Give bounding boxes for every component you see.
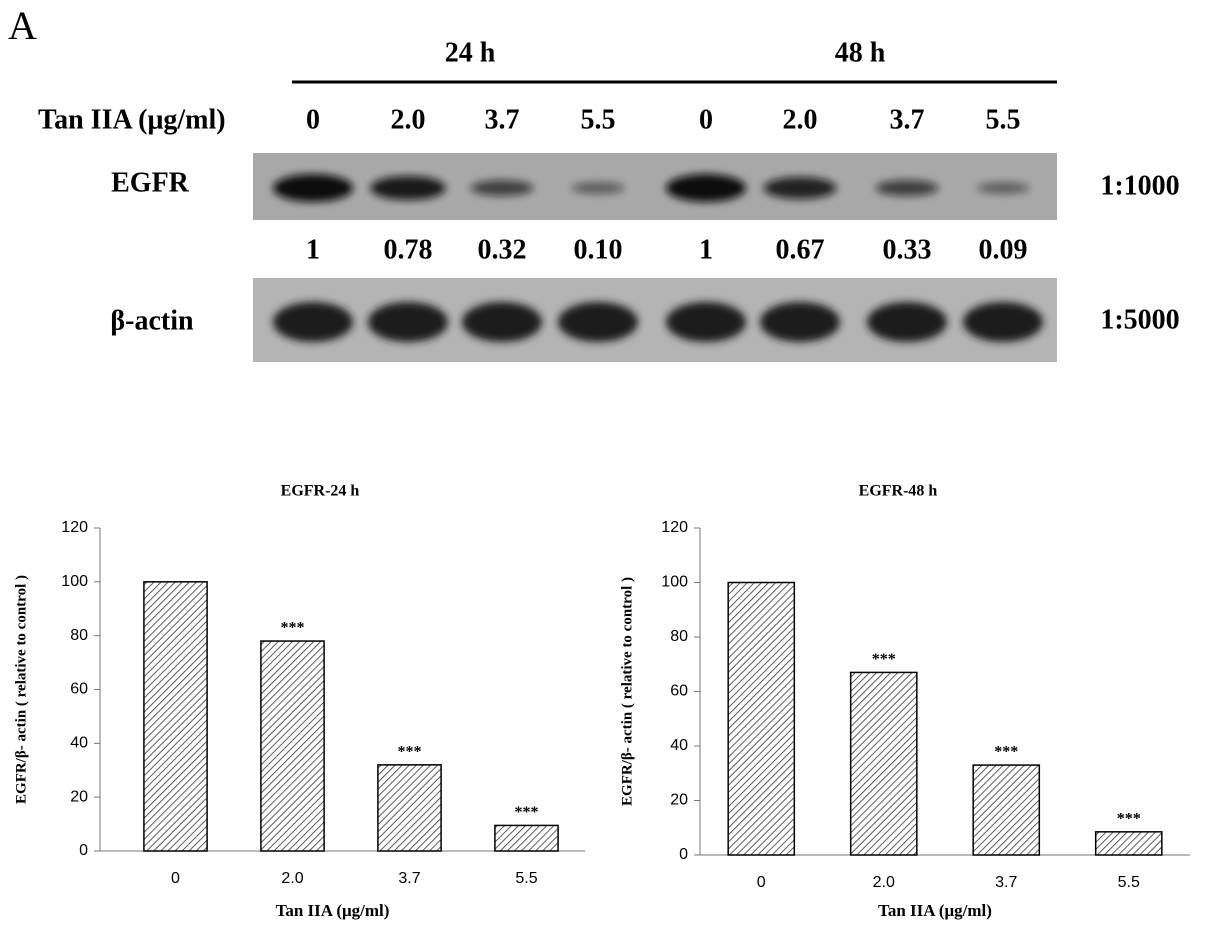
y-tick-label: 80 — [70, 627, 88, 644]
bar — [727, 581, 796, 856]
y-tick-label: 60 — [70, 681, 88, 698]
dose-label: 5.5 — [581, 104, 616, 135]
y-tick-label: 100 — [61, 573, 88, 590]
band — [963, 302, 1043, 342]
band — [666, 302, 746, 342]
quant-label: 0.78 — [384, 234, 433, 265]
y-tick-label: 80 — [670, 628, 688, 645]
band — [470, 180, 534, 196]
significance: *** — [994, 744, 1018, 761]
band-label: β-actin — [110, 305, 194, 336]
significance: *** — [281, 620, 305, 637]
y-tick-label: 0 — [79, 842, 88, 859]
y-tick-label: 100 — [661, 574, 688, 591]
band — [763, 176, 837, 200]
significance: *** — [872, 651, 896, 668]
y-tick-label: 40 — [70, 735, 88, 752]
band — [571, 182, 625, 194]
x-tick-label: 5.5 — [1118, 874, 1140, 891]
chart-title: EGFR-24 h — [281, 483, 360, 500]
bar — [143, 581, 208, 852]
panel-label: A — [8, 3, 37, 48]
band — [273, 302, 353, 342]
band — [462, 302, 542, 342]
chart-title: EGFR-48 h — [859, 483, 938, 500]
band — [370, 175, 446, 201]
y-tick-label: 60 — [670, 683, 688, 700]
y-tick-label: 20 — [670, 792, 688, 809]
band — [368, 302, 448, 342]
x-tick-label: 2.0 — [281, 870, 303, 887]
bar — [1094, 831, 1163, 856]
bar — [972, 764, 1041, 856]
dose-label: 5.5 — [986, 104, 1021, 135]
significance: *** — [398, 744, 422, 761]
bar — [849, 671, 918, 856]
group-label: 48 h — [835, 37, 886, 68]
y-tick-label: 0 — [679, 846, 688, 863]
dose-label: 3.7 — [890, 104, 925, 135]
row-label: Tan IIA (μg/ml) — [38, 104, 226, 135]
quant-label: 0.09 — [979, 234, 1028, 265]
dilution: 1:1000 — [1100, 170, 1179, 201]
bar — [494, 824, 559, 852]
quant-label: 0.33 — [883, 234, 932, 265]
bar — [260, 640, 325, 852]
band — [867, 302, 947, 342]
x-tick-label: 5.5 — [515, 870, 537, 887]
band — [558, 302, 638, 342]
quant-label: 0.32 — [478, 234, 527, 265]
significance: *** — [1117, 811, 1141, 828]
y-tick-label: 20 — [70, 788, 88, 805]
band — [977, 182, 1029, 194]
y-tick-label: 40 — [670, 737, 688, 754]
band — [875, 180, 939, 196]
dose-label: 2.0 — [391, 104, 426, 135]
x-tick-label: 3.7 — [995, 874, 1017, 891]
dose-label: 2.0 — [783, 104, 818, 135]
quant-label: 0.10 — [574, 234, 623, 265]
dose-label: 0 — [306, 104, 320, 135]
group-label: 24 h — [445, 37, 496, 68]
dose-label: 0 — [699, 104, 713, 135]
band — [666, 174, 746, 202]
x-tick-label: 0 — [171, 870, 180, 887]
significance: *** — [515, 804, 539, 821]
x-axis-label: Tan IIA (μg/ml) — [878, 901, 992, 920]
dose-label: 3.7 — [485, 104, 520, 135]
x-tick-label: 3.7 — [398, 870, 420, 887]
quant-label: 1 — [306, 234, 320, 265]
y-axis-label: EGFR/β- actin ( relative to control ) — [619, 577, 635, 806]
y-axis-label: EGFR/β- actin ( relative to control ) — [13, 575, 29, 804]
band — [760, 302, 840, 342]
x-axis-label: Tan IIA (μg/ml) — [276, 901, 390, 920]
dilution: 1:5000 — [1100, 304, 1179, 335]
bar-chart: EGFR-48 h 0 20 40 60 80 100 120 0 2.0 *** 3.7 *** 5.5… — [619, 483, 1190, 920]
quant-label: 0.67 — [776, 234, 825, 265]
quant-label: 1 — [699, 234, 713, 265]
x-tick-label: 2.0 — [873, 874, 895, 891]
band-label: EGFR — [111, 167, 190, 198]
y-tick-label: 120 — [661, 519, 688, 536]
band — [273, 174, 353, 202]
bar-chart: EGFR-24 h 0 20 40 60 80 100 120 0 2.0 *** 3.7 *** 5.5… — [13, 483, 585, 920]
x-tick-label: 0 — [757, 874, 766, 891]
y-tick-label: 120 — [61, 519, 88, 536]
bar — [377, 764, 442, 852]
